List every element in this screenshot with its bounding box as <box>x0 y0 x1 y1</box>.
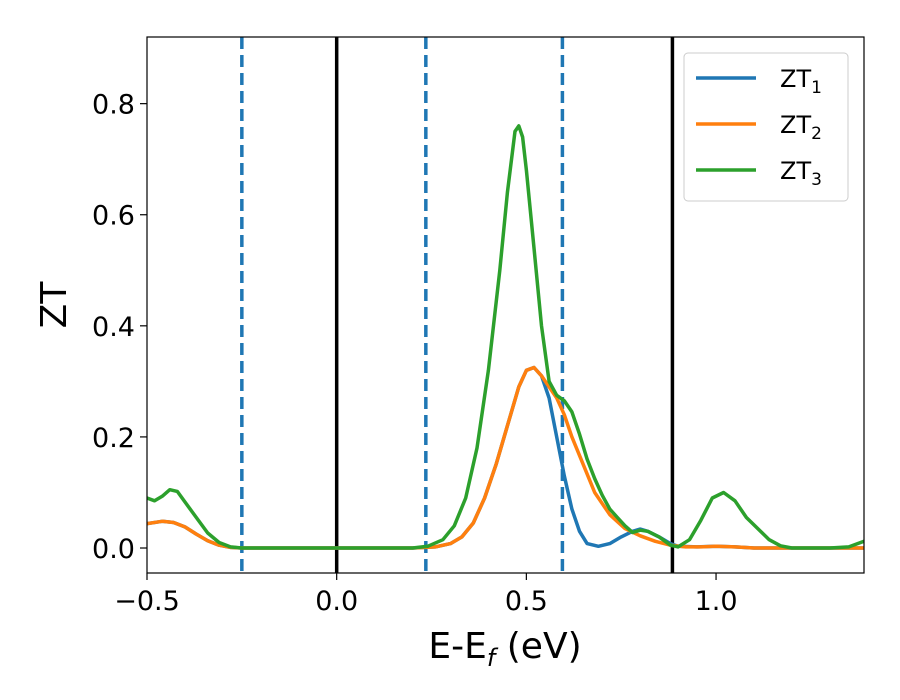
legend-label-zt1: ZT1 <box>780 65 822 98</box>
y-tick-label: 0.0 <box>92 534 135 565</box>
vertical-lines <box>240 37 675 573</box>
y-tick-label: 0.8 <box>92 90 135 121</box>
series-line-zt2 <box>147 365 864 550</box>
legend-label-sub: 3 <box>811 170 822 190</box>
x-tick-label: 0.0 <box>315 586 358 617</box>
x-tick-label: 0.5 <box>505 586 548 617</box>
legend-label-zt2: ZT2 <box>780 111 822 144</box>
y-tick-label: 0.2 <box>92 423 135 454</box>
y-tick-label: 0.6 <box>92 201 135 232</box>
x-axis-ticks: −0.5 0.0 0.5 1.0 <box>114 573 738 617</box>
legend-label-sub: 2 <box>811 124 822 144</box>
x-axis-label-main: E-E <box>428 626 486 667</box>
legend-box <box>683 52 849 202</box>
y-axis-ticks: 0.0 0.2 0.4 0.6 0.8 <box>92 90 147 565</box>
legend-label-sub: 1 <box>811 78 822 98</box>
legend-label-main: ZT <box>780 111 811 139</box>
y-tick-label: 0.4 <box>92 312 135 343</box>
x-axis-label: E-Ef (eV) <box>428 626 581 672</box>
series-lines <box>147 124 864 550</box>
plot-frame <box>146 36 865 574</box>
series-line-zt3 <box>147 124 864 550</box>
legend-label-zt3: ZT3 <box>780 157 822 190</box>
x-axis-label-rest: (eV) <box>495 626 581 667</box>
x-tick-label: −0.5 <box>114 586 180 617</box>
x-tick-label: 1.0 <box>695 586 738 617</box>
legend-label-main: ZT <box>780 65 811 93</box>
y-axis-label: ZT <box>34 281 75 329</box>
legend-label-main: ZT <box>780 157 811 185</box>
